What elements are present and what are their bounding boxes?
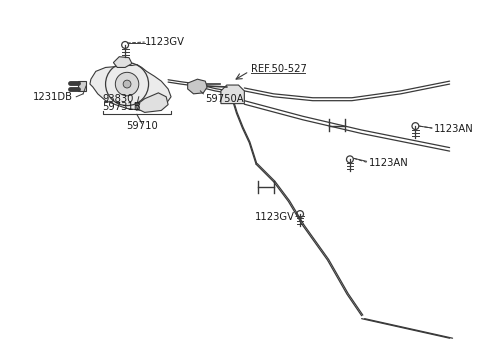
Polygon shape	[137, 93, 168, 112]
Text: 59710: 59710	[126, 121, 157, 131]
Text: 59750A: 59750A	[205, 94, 244, 104]
Polygon shape	[113, 57, 132, 67]
Polygon shape	[90, 65, 171, 110]
Polygon shape	[78, 81, 86, 91]
Text: 1123AN: 1123AN	[369, 158, 408, 168]
Polygon shape	[188, 79, 207, 94]
Text: 59731B: 59731B	[103, 102, 141, 111]
Text: 1123AN: 1123AN	[434, 124, 474, 134]
Text: 1123GV: 1123GV	[255, 212, 295, 222]
Text: 1231DB: 1231DB	[33, 92, 73, 102]
Text: 93830: 93830	[103, 94, 134, 104]
Polygon shape	[221, 85, 244, 104]
Circle shape	[115, 72, 139, 96]
Text: 1123GV: 1123GV	[144, 37, 185, 47]
Text: REF.50-527: REF.50-527	[251, 65, 307, 74]
Circle shape	[123, 80, 131, 88]
